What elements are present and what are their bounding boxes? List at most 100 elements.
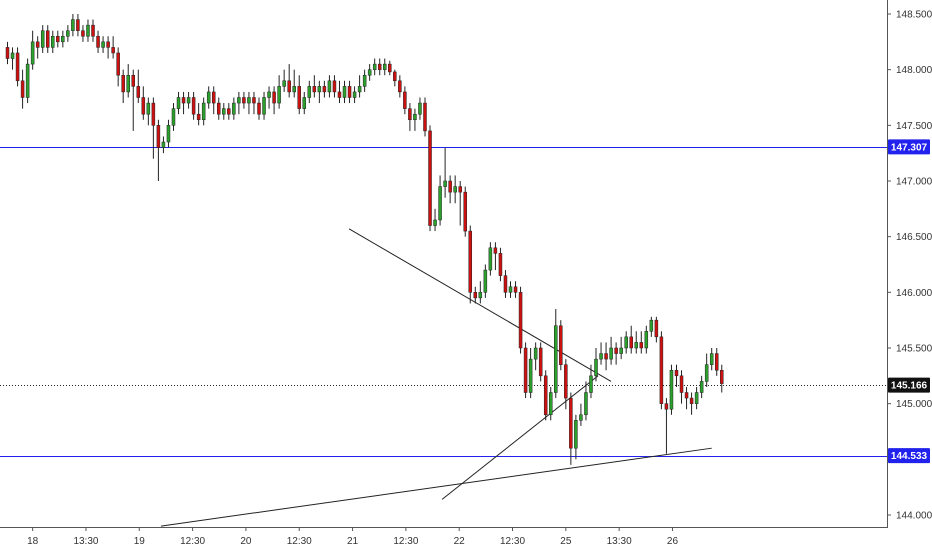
candle [664, 398, 669, 454]
candles [5, 14, 724, 465]
candle [413, 108, 417, 131]
candle-body [377, 63, 382, 70]
candle-body [589, 375, 593, 393]
candle-body [518, 292, 523, 349]
candle [292, 69, 296, 98]
candle-body [181, 97, 186, 104]
candle-body [478, 292, 483, 299]
candle [463, 186, 467, 237]
candle-body [317, 86, 322, 93]
candle [91, 19, 95, 42]
candle [564, 359, 568, 410]
candle-body [463, 191, 467, 232]
candle-body [131, 74, 135, 87]
candle [674, 364, 679, 387]
candle [584, 381, 588, 421]
candle [569, 392, 573, 465]
candle [76, 14, 80, 37]
candle [126, 64, 130, 98]
candle-body [35, 41, 40, 48]
trendline-1 [441, 375, 599, 500]
candle-body [312, 86, 317, 93]
candle-body [206, 91, 211, 104]
candle-body [327, 80, 332, 93]
x-tick-label: 20 [240, 536, 252, 547]
candle [222, 103, 226, 120]
candle [237, 91, 241, 115]
x-tick-label: 13:30 [73, 536, 98, 547]
candle-body [257, 102, 261, 115]
candle [634, 331, 638, 354]
candle-body [86, 24, 90, 37]
candle [232, 97, 236, 120]
candle-body [111, 47, 115, 54]
candle-body [15, 52, 20, 82]
candle-body [418, 102, 422, 115]
candle [96, 30, 100, 53]
trendlines [160, 228, 712, 527]
candle [287, 64, 291, 98]
candle-body [322, 86, 327, 93]
candle-body [483, 269, 488, 293]
candle-body [252, 97, 256, 104]
candle-body [262, 97, 266, 115]
candle-body [649, 319, 654, 332]
candle-body [443, 180, 447, 187]
candle-body [674, 370, 679, 377]
candle [327, 75, 332, 98]
candle-body [634, 342, 638, 349]
candle [408, 103, 412, 131]
candle [659, 331, 664, 410]
candle [684, 386, 689, 410]
candle [242, 91, 246, 109]
candle [418, 97, 422, 120]
candle [614, 342, 618, 365]
level-price-tag: 147.307 [888, 139, 930, 155]
candle-body [282, 80, 286, 87]
candle-body [362, 74, 367, 87]
candle-body [513, 286, 518, 293]
candle [654, 316, 659, 343]
candle-body [161, 141, 166, 148]
candle [51, 30, 55, 53]
candle [398, 75, 402, 98]
candle [227, 103, 231, 120]
candle-body [689, 397, 694, 404]
candle [533, 342, 538, 371]
candle [604, 342, 608, 371]
candle-body [664, 403, 669, 410]
candle-body [609, 347, 613, 360]
candle [669, 364, 674, 415]
candle-body [468, 230, 473, 293]
candle [599, 342, 603, 365]
level-price-tag: 144.533 [888, 448, 930, 464]
candle [528, 347, 533, 399]
candle [383, 58, 387, 76]
candle [503, 270, 508, 298]
candle [302, 91, 307, 115]
candle [403, 86, 407, 115]
candle-body [493, 247, 498, 254]
candle-body [342, 86, 347, 98]
candle [131, 69, 135, 131]
price-tag-box [888, 139, 930, 155]
candle-body [453, 186, 457, 193]
y-tick-label: 146.000 [896, 288, 932, 299]
candle-body [569, 397, 573, 449]
candle-body [232, 102, 236, 115]
candle [196, 103, 201, 126]
candle [45, 25, 50, 53]
candle [206, 86, 211, 109]
candle-body [669, 370, 674, 410]
candle-body [619, 347, 623, 354]
candle-body [292, 86, 296, 93]
candle [15, 47, 20, 87]
candle [66, 25, 70, 42]
trendline-2 [160, 447, 712, 527]
candle-body [599, 353, 603, 360]
candle [548, 386, 553, 421]
candle-body [579, 414, 583, 421]
candle-body [639, 342, 644, 349]
candle [282, 69, 286, 92]
